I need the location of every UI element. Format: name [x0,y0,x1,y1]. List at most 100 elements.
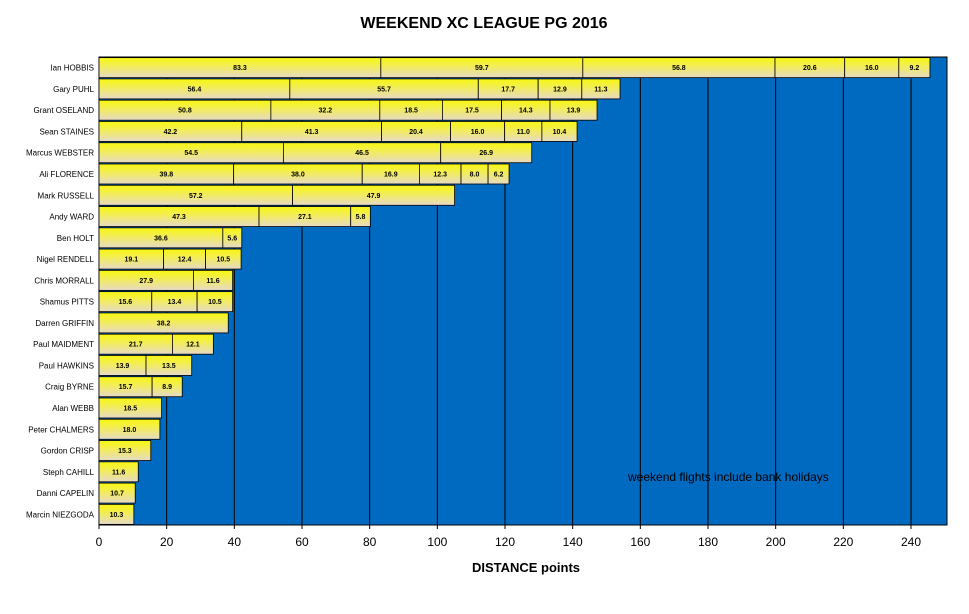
category-labels: Ian HOBBIS Gary PUHL Grant OSELAND Sean STA… [26,64,95,520]
data-label: 50.8 [178,108,192,115]
bar-segment [98,461,139,483]
bar-segment [487,163,510,185]
data-label: 41.3 [305,129,319,136]
data-label: 5.6 [227,235,237,242]
category-label: Grant OSELAND [34,106,95,115]
bar-segment [98,482,136,504]
data-label: 20.4 [409,129,423,136]
category-label: Ali FLORENCE [39,170,94,179]
chart-title: WEEKEND XC LEAGUE PG 2016 [360,15,607,32]
category-label: Craig BYRNE [45,383,94,392]
data-label: 12.4 [178,257,192,264]
data-label: 47.9 [367,193,381,200]
bar-segment [98,503,135,525]
bar-segment [581,78,621,100]
data-label: 5.8 [356,214,366,221]
bar-segment [222,227,243,249]
data-label: 16.0 [471,129,485,136]
data-label: 13.9 [567,108,581,115]
category-label: Peter CHALMERS [28,425,94,434]
x-tick-label: 180 [698,535,718,549]
data-label: 32.2 [319,108,333,115]
bar-segment [98,440,152,461]
data-label: 12.9 [553,86,567,93]
data-label: 15.3 [118,448,132,455]
data-label: 17.5 [465,108,479,115]
data-label: 17.7 [501,86,515,93]
bar-segment [440,142,533,164]
data-label: 12.3 [433,172,447,179]
data-label: 38.2 [157,320,171,327]
data-label: 9.2 [910,65,920,72]
category-label: Sean STAINES [39,127,94,136]
data-label: 8.0 [470,172,480,179]
category-label: Andy WARD [49,213,94,222]
category-label: Ben HOLT [57,234,94,243]
category-label: Marcus WEBSTER [26,149,94,158]
category-label: Gordon CRISP [41,447,94,456]
bar-segment [172,333,214,355]
data-label: 10.3 [110,512,124,519]
bar-segment [98,418,161,440]
data-label: 8.9 [162,384,172,391]
bar-segment [196,291,234,313]
x-tick-label: 0 [96,535,103,549]
data-label: 10.5 [217,257,231,264]
data-label: 18.5 [404,108,418,115]
data-label: 56.8 [672,65,686,72]
x-tick-label: 140 [563,535,583,549]
category-label: Marcin NIEZGODA [26,510,95,519]
data-label: 13.9 [116,363,130,370]
x-tick-labels: 0 20 40 60 80 100 120 140 160 180 200 220 240 [96,525,921,549]
annotation-note: weekend flights include bank holidays [627,470,829,484]
x-tick-label: 240 [901,535,921,549]
data-label: 6.2 [494,172,504,179]
category-label: Ian HOBBIS [50,64,94,73]
data-label: 11.0 [517,129,530,136]
data-label: 21.7 [129,342,143,349]
category-label: Danni CAPELIN [37,489,95,498]
x-tick-label: 80 [363,535,377,549]
x-tick-label: 40 [228,535,242,549]
data-label: 10.5 [208,299,222,306]
x-tick-label: 160 [630,535,650,549]
x-tick-label: 200 [766,535,786,549]
category-label: Mark RUSSELL [38,191,95,200]
data-label: 18.0 [123,427,137,434]
data-label: 26.9 [479,150,493,157]
bar-segment [98,312,229,334]
data-label: 12.1 [186,342,200,349]
data-label: 15.6 [119,299,133,306]
data-label: 10.4 [553,129,567,136]
bar-segment [350,206,371,227]
bar-segment [898,57,931,79]
bar-segment [541,121,578,142]
data-label: 18.5 [123,406,137,413]
data-label: 83.3 [233,65,247,72]
data-label: 11.3 [594,86,607,93]
bar-segment [98,397,162,419]
bar-segment [192,269,234,291]
x-axis-label: DISTANCE points [472,560,580,575]
data-label: 13.4 [168,299,182,306]
bar-segment [205,248,242,270]
x-tick-label: 120 [495,535,515,549]
data-label: 14.3 [519,108,533,115]
category-label: Gary PUHL [53,85,94,94]
x-tick-label: 60 [295,535,309,549]
data-label: 16.9 [384,172,398,179]
data-label: 46.5 [355,150,369,157]
x-tick-label: 100 [427,535,447,549]
data-label: 11.6 [206,278,219,285]
bar-segment [145,355,193,376]
data-label: 16.0 [865,65,879,72]
data-label: 39.8 [160,172,174,179]
category-label: Paul HAWKINS [39,361,94,370]
category-label: Alan WEBB [52,404,94,413]
data-label: 47.3 [172,214,186,221]
x-tick-label: 20 [160,535,174,549]
data-label: 42.2 [164,129,178,136]
bar-segment [549,99,598,121]
data-label: 36.6 [154,235,168,242]
